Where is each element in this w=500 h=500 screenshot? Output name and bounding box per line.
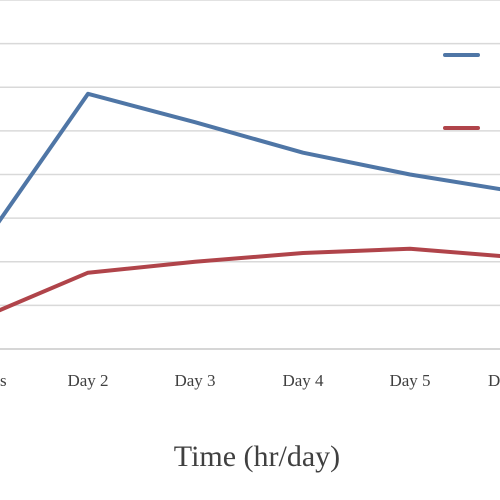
x-tick-label: Day 3	[174, 371, 215, 390]
x-tick-label: Day 5	[389, 371, 430, 390]
x-tick-label: s	[0, 371, 7, 390]
x-tick-label: D	[488, 371, 500, 390]
series-line-2	[0, 246, 500, 313]
series-lines	[0, 91, 500, 313]
gridlines	[0, 0, 500, 307]
x-tick-label: Day 4	[282, 371, 324, 390]
x-tick-labels: s Day 2 Day 3 Day 4 Day 5 D	[0, 371, 500, 390]
x-axis-title: Time (hr/day)	[174, 440, 340, 473]
legend	[443, 53, 480, 130]
x-tick-label: Day 2	[67, 371, 108, 390]
series-line-1	[0, 91, 500, 224]
